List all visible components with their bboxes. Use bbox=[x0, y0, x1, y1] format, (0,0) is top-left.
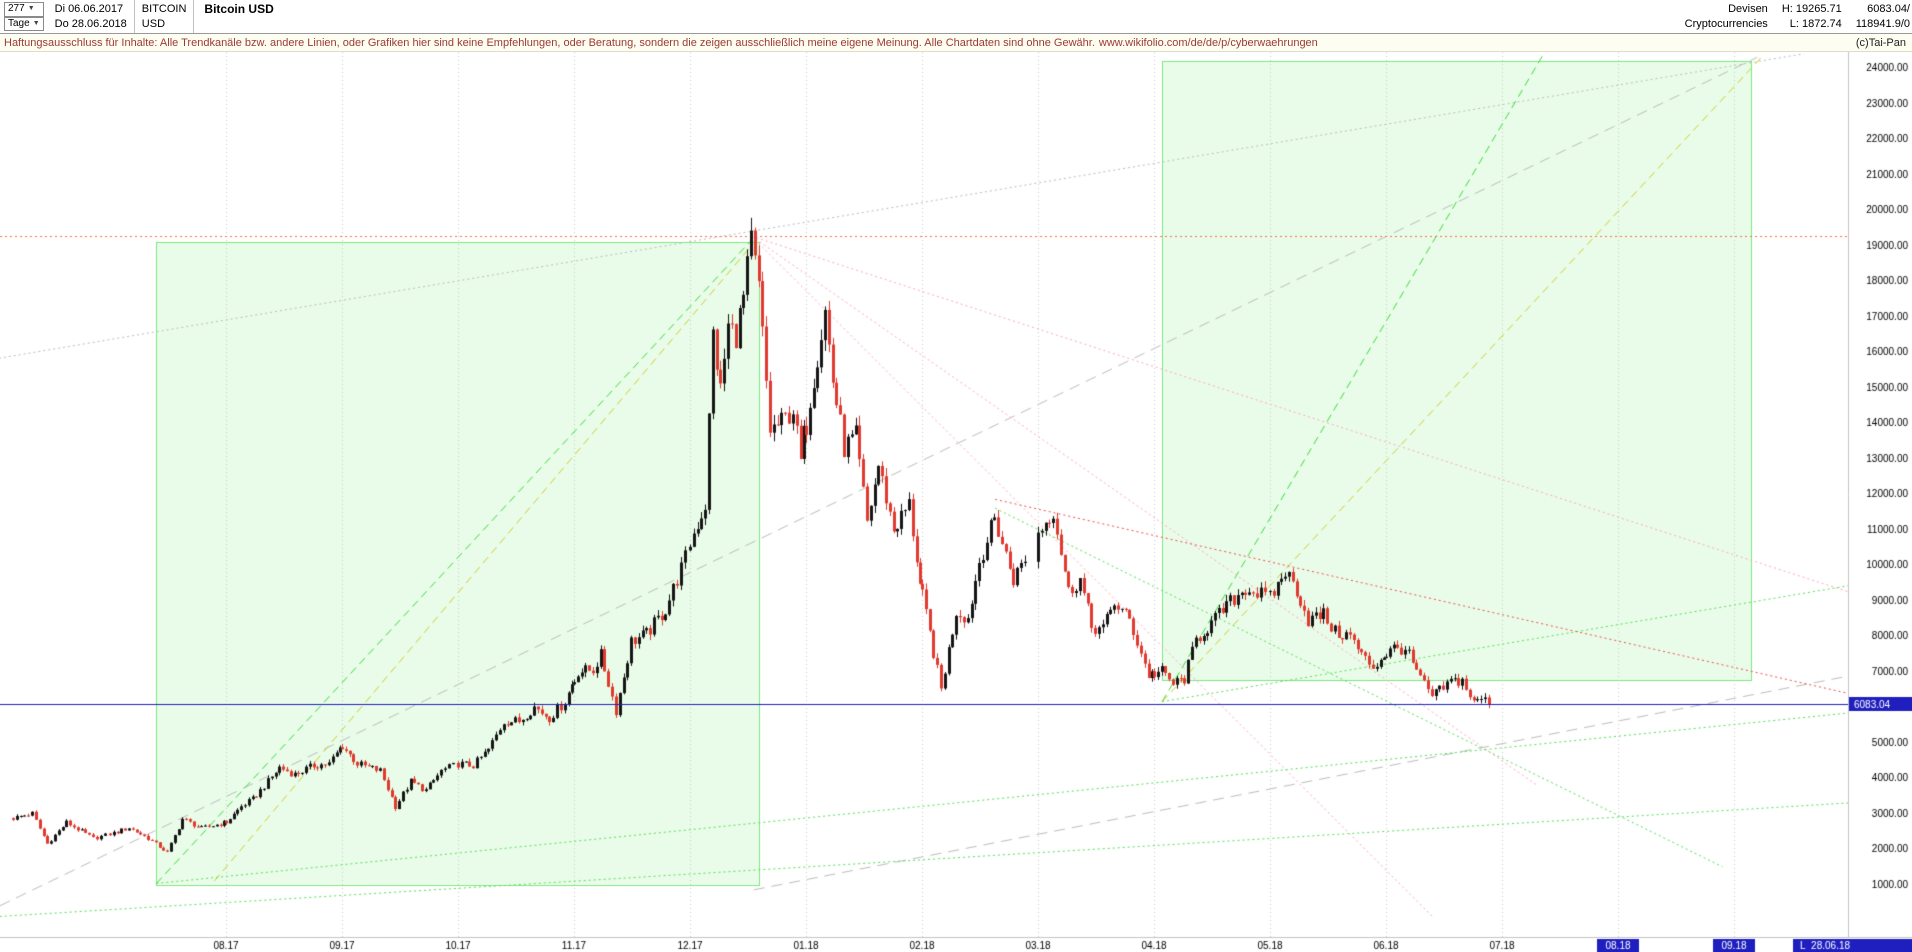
disclaimer-bar: Haftungsausschluss für Inhalte: Alle Tre… bbox=[0, 34, 1912, 52]
date-range: Di 06.06.2017 Do 28.06.2018 bbox=[48, 0, 135, 33]
symbol-name: BITCOIN bbox=[141, 3, 187, 15]
market-line1: Devisen bbox=[1728, 3, 1768, 15]
start-date-label: Di 06.06.2017 bbox=[54, 3, 124, 15]
high-value: H: 19265.71 bbox=[1781, 3, 1842, 15]
symbol-currency: USD bbox=[141, 18, 166, 30]
chevron-down-icon: ▼ bbox=[27, 5, 35, 13]
chevron-down-icon: ▼ bbox=[32, 19, 40, 27]
disclaimer-link[interactable]: www.wikifolio.com/de/de/p/cyberwaehrunge… bbox=[1098, 36, 1318, 49]
period-value: Tage bbox=[8, 17, 30, 29]
quote-price: 6083.04/ bbox=[1867, 3, 1910, 15]
price-chart-canvas[interactable] bbox=[0, 52, 1912, 952]
low-value: L: 1872.74 bbox=[1789, 18, 1842, 30]
market-line2: Cryptocurrencies bbox=[1684, 18, 1768, 30]
chart-title: Bitcoin USD bbox=[204, 2, 274, 16]
quote-volume: 118941.9/0 bbox=[1855, 18, 1910, 30]
quote-cell: 6083.04/ 118941.9/0 bbox=[1856, 0, 1910, 33]
bars-count-value: 277 bbox=[8, 3, 25, 15]
high-low-cell: H: 19265.71 L: 1872.74 bbox=[1782, 0, 1842, 33]
symbol-cell: BITCOIN USD bbox=[135, 0, 195, 33]
period-select[interactable]: Tage ▼ bbox=[4, 16, 44, 31]
chart-header: 277 ▼ Tage ▼ Di 06.06.2017 Do 28.06.2018… bbox=[0, 0, 1912, 34]
copyright-label: (c)Tai-Pan bbox=[1855, 36, 1906, 49]
market-category: Devisen Cryptocurrencies bbox=[1685, 0, 1768, 33]
bars-count-select[interactable]: 277 ▼ bbox=[4, 2, 44, 17]
disclaimer-text: Haftungsausschluss für Inhalte: Alle Tre… bbox=[4, 36, 1095, 49]
end-date-label: Do 28.06.2018 bbox=[54, 18, 127, 30]
